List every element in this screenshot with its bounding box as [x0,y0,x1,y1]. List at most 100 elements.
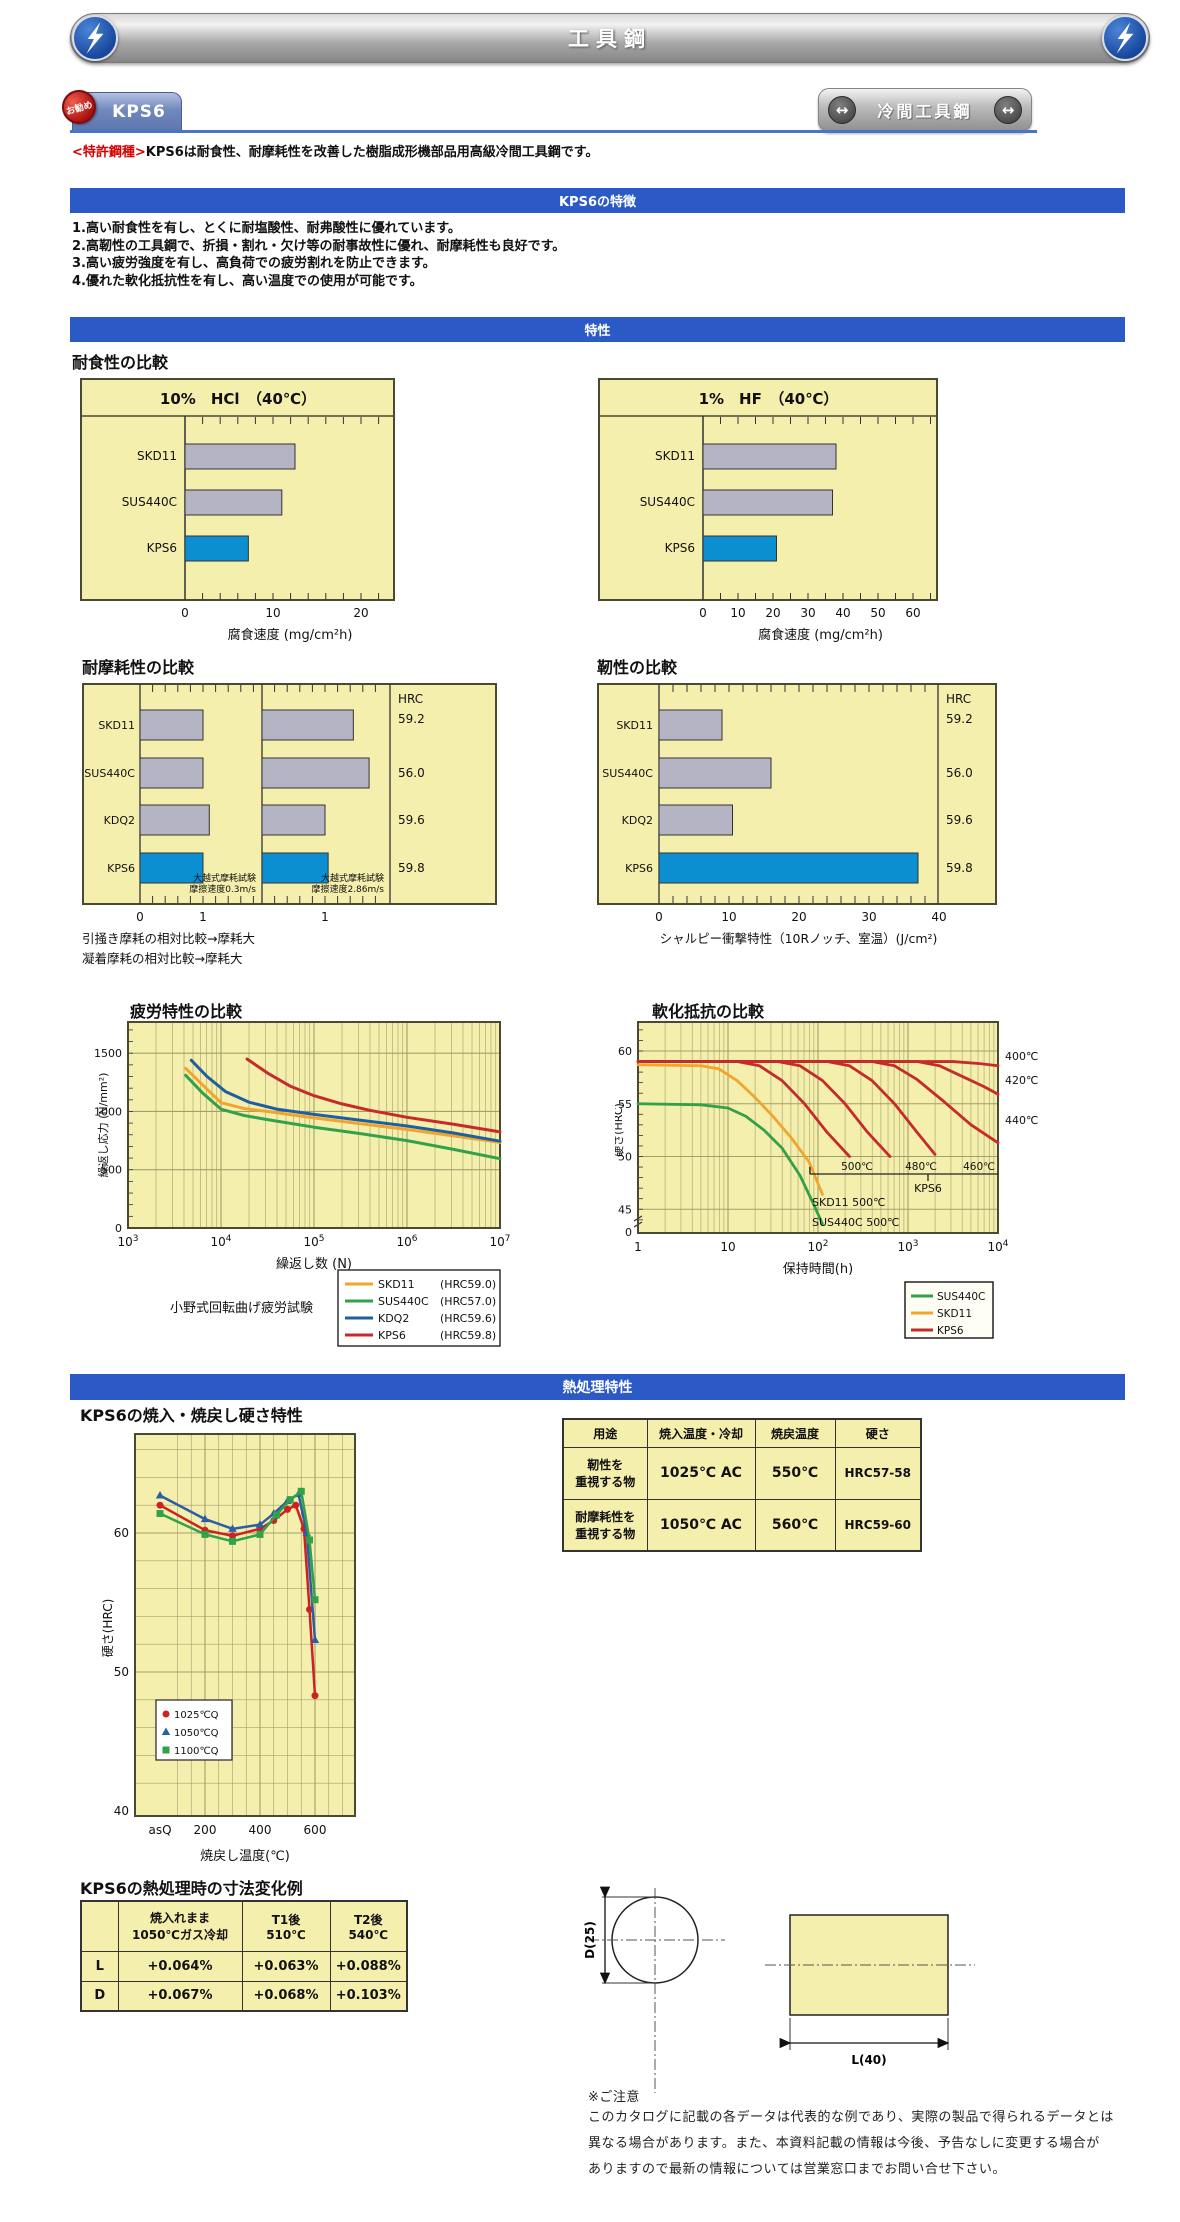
svg-text:摩擦速度2.86m/s: 摩擦速度2.86m/s [311,883,384,895]
col-header: T2後 540℃ [329,1900,408,1952]
dimension-change-table: 焼入れまま 1050℃ガス冷却 T1後 510℃ T2後 540℃ L +0.0… [80,1900,408,2012]
svg-text:1500: 1500 [95,1047,122,1060]
svg-text:KDQ2: KDQ2 [104,814,135,827]
svg-text:60: 60 [905,606,920,620]
cell-value: +0.068% [241,1980,331,2012]
svg-text:KPS6: KPS6 [665,541,695,555]
chart-toughness: SKD11 SUS440C KDQ2 KPS6 HRC 59.2 56.0 59.6 59.8 0… [597,683,997,955]
svg-text:59.6: 59.6 [946,813,973,827]
svg-text:SKD11: SKD11 [98,719,135,732]
svg-text:50: 50 [870,606,885,620]
row-label: D [80,1980,119,2012]
svg-text:SUS440C: SUS440C [937,1291,985,1303]
chart-tempering-hardness: 40 50 60 asQ 200 400 600 硬さ(HRC) 焼戻し温度(℃) 1025℃Q 1… [100,1428,400,1872]
cell-value: +0.067% [117,1980,243,2012]
notes-line: 異なる場合があります。また、本資料記載の情報は今後、予告なしに変更する場合が [588,2136,1100,2151]
col-header [80,1900,119,1952]
chart-fatigue: 0 500 1000 1500 103 104 105 106 107 繰返し数 (N) 繰返し応力… [94,1020,515,1356]
svg-text:HRC: HRC [946,692,971,706]
svg-text:KPS6: KPS6 [937,1325,964,1337]
cell-value: +0.103% [329,1980,408,2012]
svg-text:10: 10 [720,1240,735,1254]
svg-text:1050℃Q: 1050℃Q [174,1728,219,1739]
svg-text:56.0: 56.0 [946,766,973,780]
svg-text:大越式摩耗試験: 大越式摩耗試験 [193,872,256,884]
svg-text:59.8: 59.8 [398,861,425,875]
dimension-diagram: D(25) L(40) [560,1878,990,2112]
svg-text:KPS6: KPS6 [914,1182,942,1195]
svg-text:10: 10 [265,606,280,620]
svg-text:59.2: 59.2 [946,712,973,726]
chart-softening: 60 55 50 45 0 1 10 102 103 104 保持時間(h) 硬さ(HRC) 400℃ 4… [612,1020,1055,1356]
svg-text:繰返し数 (N): 繰返し数 (N) [276,1257,352,1272]
svg-text:引掻き摩耗の相対比較→摩耗大: 引掻き摩耗の相対比較→摩耗大 [82,931,255,946]
section-bar-heat: 熱処理特性 [70,1374,1125,1400]
feature-item: 3.高い疲労強度を有し、高負荷での疲労割れを防止できます。 [72,256,436,271]
svg-text:20: 20 [765,606,780,620]
svg-text:30: 30 [861,910,876,924]
svg-text:400: 400 [249,1823,272,1837]
svg-text:106: 106 [396,1234,417,1249]
col-header: 用途 [562,1418,648,1448]
svg-text:KPS6: KPS6 [625,862,653,875]
svg-text:480℃: 480℃ [905,1161,937,1173]
svg-text:50: 50 [618,1151,632,1164]
svg-text:(HRC59.0): (HRC59.0) [440,1278,496,1291]
svg-text:SUS440C: SUS440C [122,495,177,509]
svg-text:59.8: 59.8 [946,861,973,875]
svg-text:59.2: 59.2 [398,712,425,726]
svg-text:小野式回転曲げ疲労試験: 小野式回転曲げ疲労試験 [170,1300,313,1316]
svg-text:1% HF （40℃）: 1% HF （40℃） [699,390,839,408]
svg-text:硬さ(HRC): 硬さ(HRC) [101,1599,115,1658]
svg-text:420℃: 420℃ [1005,1074,1038,1087]
svg-text:SKD11: SKD11 [655,449,695,463]
arrow-right-icon[interactable]: ↔ [993,96,1022,124]
svg-text:104: 104 [210,1234,231,1249]
svg-text:500: 500 [101,1164,122,1177]
svg-text:腐食速度 (mg/cm²h): 腐食速度 (mg/cm²h) [228,627,353,643]
arrow-left-icon[interactable]: ↔ [828,96,856,124]
col-header: 硬さ [834,1418,922,1448]
cell-use: 耐摩耗性を 重視する物 [562,1498,648,1552]
svg-text:60: 60 [114,1526,129,1540]
svg-text:KDQ2: KDQ2 [622,814,653,827]
table-header-row: 焼入れまま 1050℃ガス冷却 T1後 510℃ T2後 540℃ [80,1900,408,1952]
row-label: L [80,1950,119,1982]
notes: ※ご注意 このカタログに記載の各データは代表的な例であり、実際の製品で得られるデ… [588,2086,1133,2183]
brand-logo-left-icon [72,15,118,61]
svg-text:凝着摩耗の相対比較→摩耗大: 凝着摩耗の相対比較→摩耗大 [82,951,242,966]
svg-text:1: 1 [634,1240,642,1254]
svg-text:1025℃Q: 1025℃Q [174,1710,219,1721]
feature-item: 2.高靭性の工具鋼で、折損・割れ・欠け等の耐事故性に優れ、耐摩耗性も良好です。 [72,238,566,254]
feature-item: 1.高い耐食性を有し、とくに耐塩酸性、耐弗酸性に優れています。 [72,221,461,236]
table-row: D +0.067% +0.068% +0.103% [80,1980,408,2012]
heading-wear: 耐摩耗性の比較 [82,658,195,677]
heading-softening: 軟化抵抗の比較 [652,1002,765,1021]
chart-corrosion-hcl: 10% HCl （40℃） SKD11 SUS440C KPS6 0 10 20 腐食速度 (… [80,378,395,654]
svg-text:440℃: 440℃ [1005,1114,1038,1127]
patent-label: <特許鋼種> [72,145,146,160]
svg-text:0: 0 [115,1222,122,1235]
svg-text:(HRC57.0): (HRC57.0) [440,1295,496,1308]
svg-text:SKD11: SKD11 [378,1278,415,1291]
notes-line: ありますので最新の情報については営業窓口までお問い合せ下さい。 [588,2162,1006,2177]
svg-text:SUS440C: SUS440C [602,767,653,780]
svg-text:SKD11: SKD11 [937,1308,972,1320]
length-label: L(40) [851,2053,886,2067]
table-row: L +0.064% +0.063% +0.088% [80,1950,408,1982]
svg-text:1000: 1000 [95,1105,122,1118]
recommend-badge-label: お勧め [65,99,94,117]
col-header: 焼入温度・冷却 [646,1418,756,1448]
section-title: 特性 [584,324,611,339]
svg-text:硬さ(HRC): 硬さ(HRC) [615,1103,625,1157]
svg-text:40: 40 [931,910,946,924]
svg-text:460℃: 460℃ [963,1161,995,1173]
svg-text:20: 20 [353,606,368,620]
svg-text:103: 103 [117,1234,138,1249]
nav-cold-work-tool-steel[interactable]: ↔ 冷間工具鋼 ↔ [818,88,1032,132]
heading-toughness: 靭性の比較 [597,658,678,677]
chart-corrosion-hf: 1% HF （40℃） SKD11 SUS440C KPS6 0 10 20 30 40 50 60… [598,378,938,654]
cell-temper: 560℃ [754,1498,836,1552]
svg-text:105: 105 [303,1234,324,1249]
svg-text:保持時間(h): 保持時間(h) [783,1262,853,1277]
